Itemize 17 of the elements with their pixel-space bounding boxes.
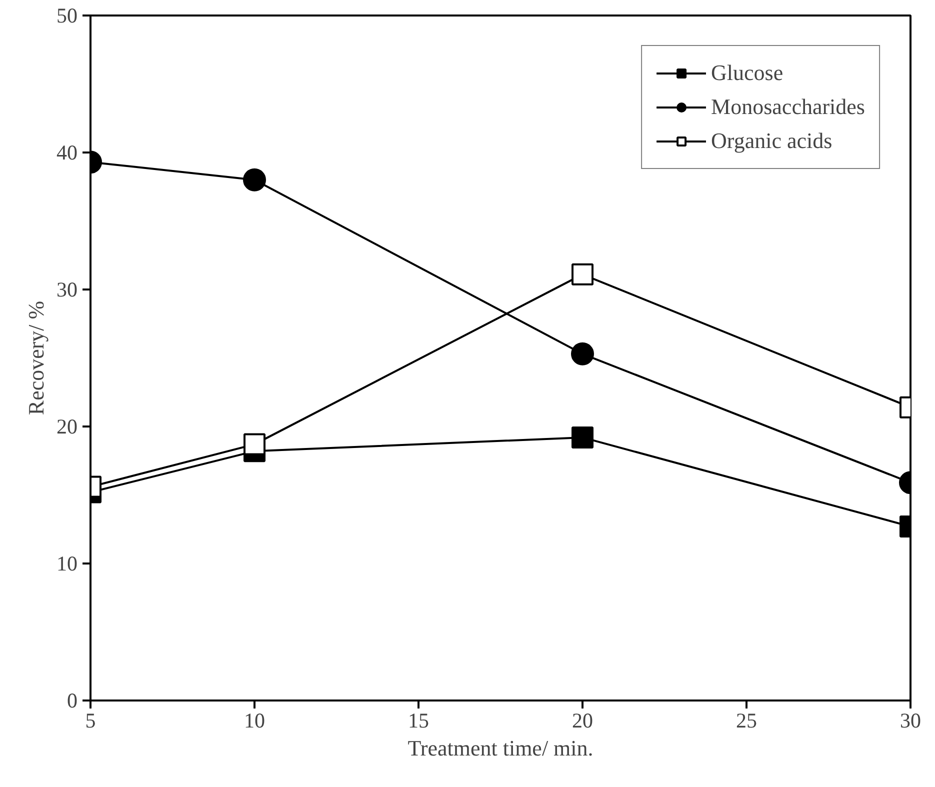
- y-tick-label: 10: [56, 552, 78, 576]
- y-tick-label: 0: [67, 688, 78, 712]
- x-axis-title: Treatment time/ min.: [408, 736, 594, 760]
- y-tick-label: 40: [56, 140, 78, 164]
- legend-label: Organic acids: [711, 128, 832, 154]
- x-tick-label: 15: [408, 708, 429, 732]
- y-tick-label: 30: [56, 278, 78, 302]
- y-tick-label: 20: [56, 414, 78, 438]
- x-tick-label: 20: [572, 708, 593, 732]
- legend-label: Glucose: [711, 60, 784, 86]
- x-tick-label: 30: [900, 708, 921, 732]
- x-tick-label: 25: [736, 708, 757, 732]
- x-tick-label: 10: [244, 708, 265, 732]
- y-tick-label: 50: [56, 4, 78, 28]
- legend-label: Monosaccharides: [711, 94, 865, 120]
- y-axis-title: Recovery/ %: [24, 300, 48, 416]
- x-tick-label: 5: [85, 708, 96, 732]
